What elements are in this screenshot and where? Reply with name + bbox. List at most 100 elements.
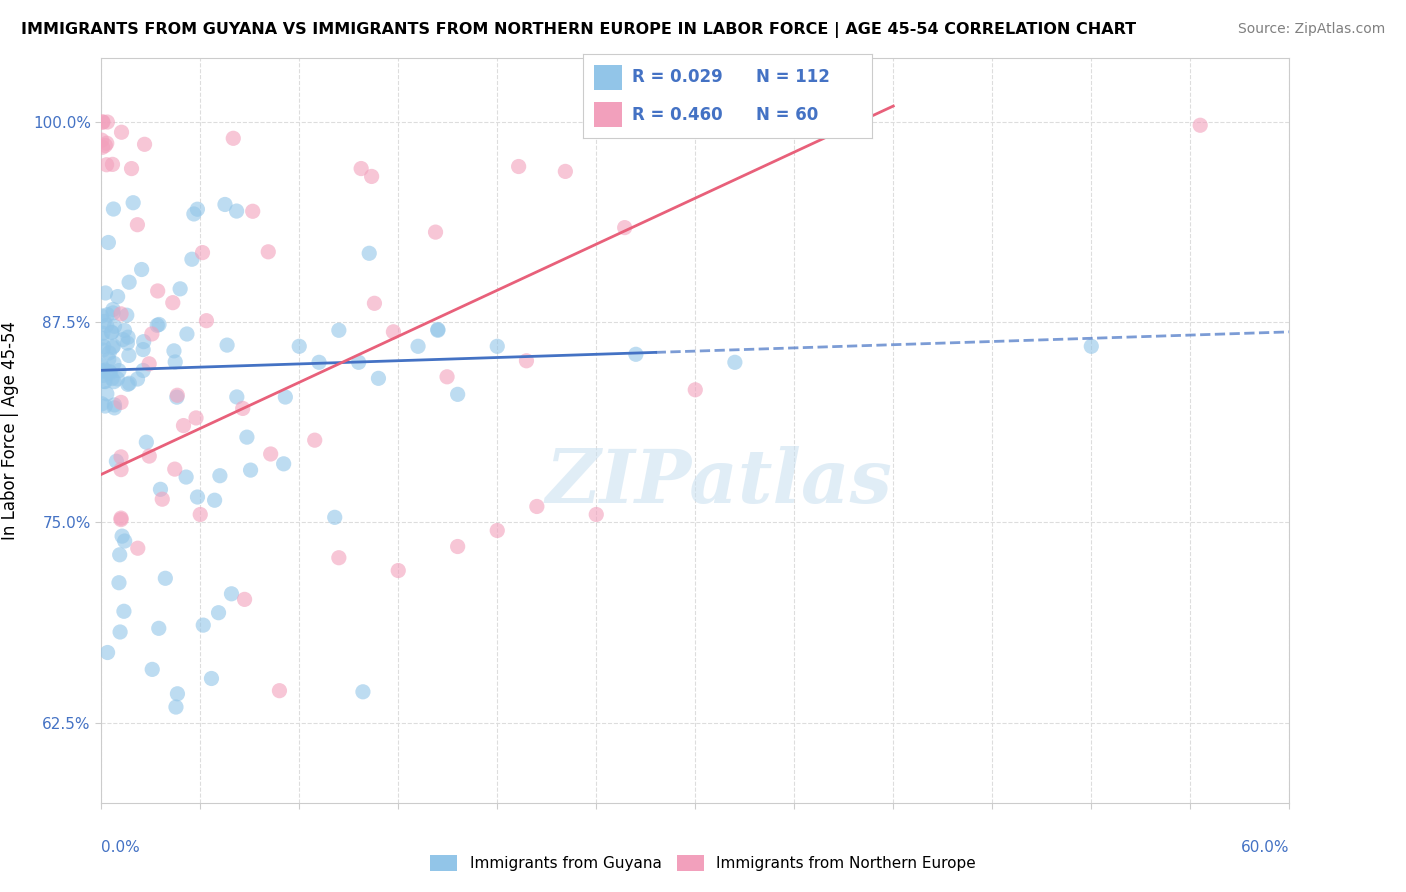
Point xyxy=(91,115,114,129)
Point xyxy=(323,510,346,524)
Point xyxy=(94,399,117,413)
Point xyxy=(91,364,114,378)
Point xyxy=(90,397,112,411)
Point xyxy=(101,306,124,320)
Point xyxy=(165,355,187,369)
Point xyxy=(146,284,169,298)
Point xyxy=(184,411,207,425)
Text: ZIPatlas: ZIPatlas xyxy=(546,446,893,519)
Point xyxy=(117,330,139,344)
Point xyxy=(217,338,239,352)
Point xyxy=(554,164,576,178)
Text: R = 0.460: R = 0.460 xyxy=(633,105,723,123)
Point xyxy=(111,333,134,347)
Point xyxy=(118,349,141,363)
Point xyxy=(90,309,112,323)
Legend: Immigrants from Guyana, Immigrants from Northern Europe: Immigrants from Guyana, Immigrants from … xyxy=(423,849,983,877)
Point xyxy=(110,450,132,464)
Point xyxy=(110,512,132,526)
Point xyxy=(96,115,118,129)
Point xyxy=(188,508,211,522)
Point xyxy=(101,371,124,385)
Text: Source: ZipAtlas.com: Source: ZipAtlas.com xyxy=(1237,22,1385,37)
Point xyxy=(155,571,177,585)
Point xyxy=(166,390,188,404)
Point xyxy=(108,363,131,377)
Point xyxy=(225,390,247,404)
Point xyxy=(425,225,447,239)
Point xyxy=(191,245,214,260)
Bar xyxy=(593,64,623,90)
Point xyxy=(103,401,125,415)
Point xyxy=(257,244,280,259)
Point xyxy=(304,433,326,447)
Point xyxy=(101,325,124,339)
Point xyxy=(195,314,218,328)
Point xyxy=(91,326,114,341)
Point xyxy=(91,364,114,378)
Point xyxy=(174,470,197,484)
Point xyxy=(93,314,115,328)
Point xyxy=(132,334,155,349)
Point xyxy=(122,195,145,210)
Point xyxy=(526,500,548,514)
Text: N = 60: N = 60 xyxy=(756,105,818,123)
Point xyxy=(91,115,114,129)
Point xyxy=(94,375,117,389)
Point xyxy=(585,508,607,522)
Point xyxy=(274,390,297,404)
Point xyxy=(141,326,163,341)
Point xyxy=(269,683,291,698)
Point xyxy=(103,319,125,334)
Point xyxy=(97,352,120,367)
Point xyxy=(138,357,160,371)
Point xyxy=(724,355,747,369)
Point xyxy=(118,376,141,391)
Point xyxy=(103,398,125,412)
Point xyxy=(347,355,370,369)
Point xyxy=(239,463,262,477)
Point xyxy=(91,140,114,154)
Point xyxy=(308,355,330,369)
Text: N = 112: N = 112 xyxy=(756,69,831,87)
Point xyxy=(232,401,254,416)
Point xyxy=(105,454,128,468)
Point xyxy=(436,369,458,384)
Point xyxy=(486,524,509,538)
Point xyxy=(91,343,114,357)
Point xyxy=(110,511,132,525)
Point xyxy=(110,395,132,409)
Point xyxy=(225,204,247,219)
Point xyxy=(148,318,170,332)
Point xyxy=(169,282,191,296)
Point xyxy=(94,138,117,153)
Point xyxy=(90,133,112,147)
Point xyxy=(447,540,470,554)
Point xyxy=(96,158,118,172)
Point xyxy=(186,490,208,504)
Point xyxy=(624,347,647,361)
Point xyxy=(94,285,117,300)
Point xyxy=(127,218,149,232)
Point xyxy=(233,592,256,607)
Point xyxy=(107,289,129,303)
Point xyxy=(96,386,118,401)
Point xyxy=(180,252,202,267)
Point xyxy=(162,295,184,310)
Point xyxy=(186,202,208,217)
Point xyxy=(208,468,231,483)
Point xyxy=(166,687,188,701)
Point xyxy=(172,418,194,433)
Point xyxy=(117,336,139,351)
Point xyxy=(163,462,186,476)
Point xyxy=(112,604,135,618)
Point xyxy=(359,246,381,260)
Point xyxy=(97,235,120,250)
Point xyxy=(221,587,243,601)
Point xyxy=(149,483,172,497)
Text: 0.0%: 0.0% xyxy=(101,840,141,855)
Point xyxy=(360,169,382,184)
Point xyxy=(352,685,374,699)
Point xyxy=(135,435,157,450)
Point xyxy=(382,325,405,339)
